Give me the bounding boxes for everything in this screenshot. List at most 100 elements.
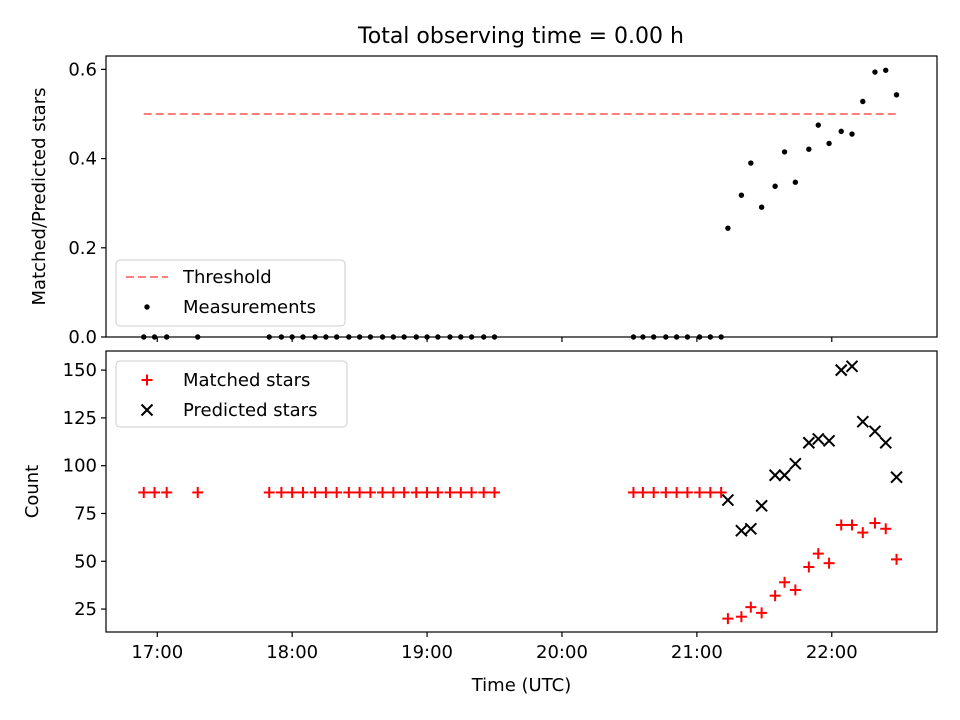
x-tick-label: 19:00 xyxy=(401,642,453,663)
matched-star-point xyxy=(192,486,204,498)
measurement-point xyxy=(758,204,765,210)
matched-star-point xyxy=(891,553,903,565)
matched-star-point xyxy=(681,486,693,498)
ratio-legend: Threshold Measurements xyxy=(115,259,346,327)
matched-star-point xyxy=(735,611,747,623)
measurement-point xyxy=(781,149,788,155)
matched-star-point xyxy=(803,561,815,573)
matched-star-point xyxy=(398,486,410,498)
matched-star-point xyxy=(704,486,716,498)
measurement-point xyxy=(883,67,889,73)
matched-star-point xyxy=(769,590,781,602)
ratio-y-tick-label: 0.2 xyxy=(68,238,97,259)
matched-star-point xyxy=(138,486,150,498)
predicted-star-point xyxy=(845,360,859,373)
chart-title: Total observing time = 0.00 h xyxy=(357,24,684,49)
measurement-point xyxy=(872,69,878,75)
legend-predicted-marker xyxy=(140,403,154,417)
matched-star-point xyxy=(364,486,376,498)
matched-star-point xyxy=(149,486,161,498)
predicted-star-point xyxy=(835,363,848,377)
matched-star-point xyxy=(263,486,275,498)
measurement-point xyxy=(826,140,832,147)
x-tick-label: 21:00 xyxy=(671,642,723,663)
matched-star-point xyxy=(694,486,706,498)
x-axis-label: Time (UTC) xyxy=(471,675,572,696)
count-panel-frame xyxy=(105,350,938,633)
count-y-axis-label: Count xyxy=(22,465,43,518)
matched-star-point xyxy=(387,486,399,498)
predicted-star-point xyxy=(744,522,758,535)
predicted-star-point xyxy=(822,434,836,448)
legend-matched-label: Matched stars xyxy=(183,370,310,391)
matched-star-point xyxy=(823,557,835,569)
matched-star-point xyxy=(660,486,672,498)
matched-star-point xyxy=(275,486,287,498)
ratio-y-axis-label: Matched/Predicted stars xyxy=(29,88,50,306)
measurement-point xyxy=(893,92,900,98)
count-y-tick-label: 50 xyxy=(74,551,97,572)
predicted-star-point xyxy=(879,436,892,449)
matched-star-point xyxy=(637,486,649,498)
matched-star-point xyxy=(432,486,444,498)
count-legend: Matched stars Predicted stars xyxy=(115,360,348,428)
matched-star-point xyxy=(789,584,801,596)
matched-star-point xyxy=(444,486,456,498)
matched-star-point xyxy=(309,486,321,498)
legend-measurements-label: Measurements xyxy=(183,297,316,318)
matched-star-point xyxy=(857,527,869,539)
count-y-tick-label: 100 xyxy=(63,456,97,477)
matched-star-point xyxy=(846,519,858,531)
ratio-y-tick-label: 0.6 xyxy=(68,59,97,80)
matched-star-point xyxy=(343,486,355,498)
matched-star-point xyxy=(745,601,757,613)
predicted-star-point xyxy=(812,432,825,446)
measurement-point xyxy=(738,192,745,198)
matched-star-point xyxy=(715,486,727,498)
matched-star-point xyxy=(880,523,892,535)
predicted-star-point xyxy=(755,499,768,513)
predicted-star-point xyxy=(890,470,903,484)
x-tick-label: 17:00 xyxy=(131,642,183,663)
matched-star-point xyxy=(421,486,433,498)
measurement-point xyxy=(725,225,731,231)
predicted-star-point xyxy=(721,493,735,507)
ratio-y-tick-label: 0.4 xyxy=(68,149,97,170)
x-tick-label: 20:00 xyxy=(536,642,588,663)
matched-star-point xyxy=(410,486,422,498)
count-y-tick-label: 75 xyxy=(74,503,97,524)
matched-star-point xyxy=(756,607,768,619)
legend-threshold-label: Threshold xyxy=(182,267,272,288)
measurement-point xyxy=(860,98,866,105)
legend-predicted-label: Predicted stars xyxy=(183,400,317,421)
measurement-point xyxy=(815,122,821,128)
predicted-star-point xyxy=(868,425,882,438)
matched-star-point xyxy=(466,486,478,498)
measurement-point xyxy=(849,131,855,137)
predicted-star-point xyxy=(789,457,802,470)
ratio-panel-frame xyxy=(105,55,938,338)
matched-star-point xyxy=(779,576,791,588)
measurement-point xyxy=(748,160,754,166)
matched-star-point xyxy=(331,486,343,498)
measurement-point xyxy=(792,179,799,185)
matched-star-point xyxy=(320,486,332,498)
matched-star-point xyxy=(648,486,660,498)
matched-star-point xyxy=(161,486,173,498)
predicted-star-point xyxy=(802,436,816,449)
matched-star-point xyxy=(627,486,639,498)
matched-star-point xyxy=(286,486,298,498)
count-panel: 17:00 18:00 19:00 20:00 21:00 22:00 25 50 75 100 1… xyxy=(22,350,938,696)
x-tick-label: 22:00 xyxy=(806,642,858,663)
measurement-point xyxy=(772,183,778,189)
matched-star-point xyxy=(835,519,847,531)
measurement-point xyxy=(838,128,844,135)
legend-matched-swatch xyxy=(141,374,153,386)
matched-star-point xyxy=(671,486,683,498)
matched-star-point xyxy=(354,486,366,498)
count-y-tick-label: 25 xyxy=(74,599,97,620)
predicted-star-point xyxy=(735,524,748,537)
predicted-star-point xyxy=(778,469,791,482)
matched-star-point xyxy=(722,613,734,625)
predicted-star-point xyxy=(856,415,870,428)
